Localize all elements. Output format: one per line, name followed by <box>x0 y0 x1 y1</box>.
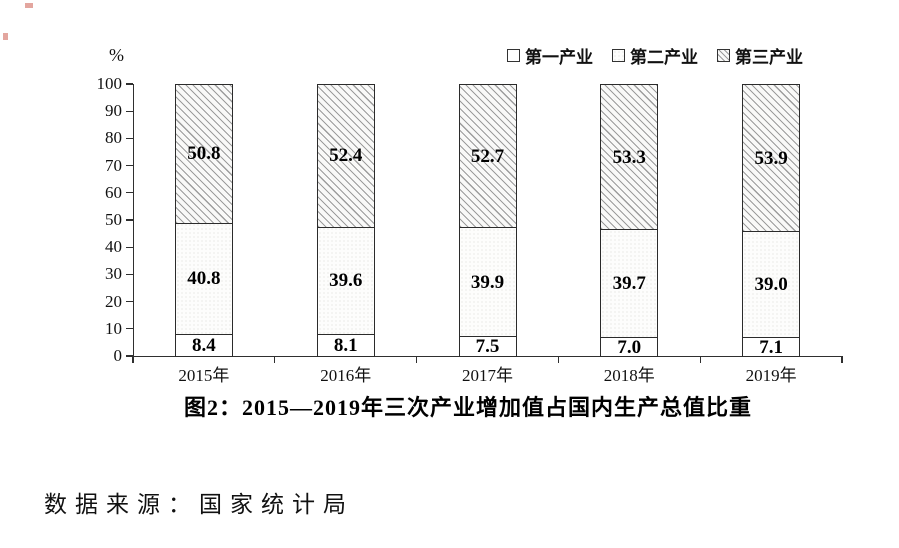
bar-segment-第二产业: 39.0 <box>742 230 801 339</box>
bar-segment-第三产业: 50.8 <box>174 84 233 224</box>
bar-value-label: 7.0 <box>617 336 642 358</box>
legend-swatch-dotted-icon <box>612 49 625 62</box>
legend-swatch-hatched-icon <box>717 49 730 62</box>
bar-value-label: 40.8 <box>187 267 221 289</box>
y-axis-tick <box>126 301 133 303</box>
y-axis-tick <box>126 355 133 357</box>
bar-segment-第三产业: 52.7 <box>458 83 517 229</box>
bar-segment-第一产业: 7.1 <box>742 336 801 358</box>
legend-item-primary-industry: 第一产业 <box>507 43 593 68</box>
data-source-note: 数据来源：国家统计局 <box>44 492 354 517</box>
bar-segment-第二产业: 39.9 <box>458 227 517 337</box>
bar-value-label: 39.9 <box>470 271 505 293</box>
y-axis-tick-label: 0 <box>113 346 123 365</box>
bar-value-label: 8.1 <box>333 335 358 357</box>
y-axis-tick-label: 20 <box>105 291 122 311</box>
y-axis-tick-label: 30 <box>105 264 122 284</box>
bar-segment-第一产业: 7.0 <box>600 336 659 358</box>
y-axis-tick <box>126 192 133 194</box>
bar-segment-第二产业: 39.6 <box>316 226 375 336</box>
y-axis-tick-label: 40 <box>105 237 122 257</box>
bar-value-label: 50.8 <box>187 143 221 165</box>
y-axis-tick <box>126 273 133 276</box>
legend-swatch-white-icon <box>507 49 520 62</box>
legend-label: 第一产业 <box>525 48 593 67</box>
bar-segment-第二产业: 40.8 <box>174 222 233 335</box>
x-axis-label: 2015年 <box>178 366 230 385</box>
y-axis-tick <box>126 83 133 85</box>
x-axis-tick <box>132 356 134 363</box>
bar-segment-第一产业: 7.5 <box>458 335 517 358</box>
bar-value-label: 7.5 <box>475 335 500 357</box>
bar-value-label: 53.9 <box>754 147 788 169</box>
bar-value-label: 52.4 <box>329 145 363 167</box>
chart-caption: 图2：2015—2019年三次产业增加值占国内生产总值比重 <box>183 395 752 420</box>
bar-value-label: 52.7 <box>470 145 505 167</box>
y-axis-tick <box>126 246 133 248</box>
y-axis-tick <box>126 110 133 112</box>
bar-value-label: 39.7 <box>612 273 646 295</box>
bar-value-label: 53.3 <box>612 146 646 168</box>
x-axis-label: 2019年 <box>745 366 797 385</box>
legend-label: 第二产业 <box>630 48 698 67</box>
bar-segment-第三产业: 53.3 <box>600 84 659 231</box>
x-axis-tick <box>699 356 701 363</box>
y-axis-tick-label: 50 <box>105 210 122 229</box>
bar-segment-第二产业: 39.7 <box>600 228 659 339</box>
y-axis-unit-label: % <box>109 45 124 65</box>
bar-value-label: 39.0 <box>754 273 788 295</box>
bar-value-label: 8.4 <box>192 334 216 356</box>
y-axis-tick <box>126 137 133 140</box>
red-artifact-mark <box>3 33 8 40</box>
y-axis-tick <box>126 219 133 221</box>
y-axis-tick-label: 100 <box>96 74 123 93</box>
bar-segment-第三产业: 52.4 <box>316 83 375 228</box>
red-artifact-mark <box>25 3 33 8</box>
x-axis-tick <box>557 356 560 363</box>
legend-item-secondary-industry: 第二产业 <box>612 43 698 68</box>
y-axis-tick <box>126 328 133 330</box>
y-axis-tick-label: 70 <box>105 155 122 175</box>
y-axis-tick-label: 60 <box>105 182 122 202</box>
bar-segment-第三产业: 53.9 <box>742 84 801 232</box>
y-axis-tick-label: 80 <box>105 128 122 148</box>
x-axis-tick <box>841 356 843 363</box>
x-axis-tick <box>416 356 418 363</box>
x-axis-label: 2018年 <box>603 366 655 385</box>
legend-label: 第三产业 <box>735 48 803 67</box>
y-axis-line <box>133 84 135 357</box>
y-axis-tick-label: 90 <box>105 101 122 121</box>
x-axis-label: 2016年 <box>320 366 372 385</box>
y-axis-tick-label: 10 <box>105 318 122 338</box>
bar-segment-第一产业: 8.4 <box>174 333 233 358</box>
bar-value-label: 7.1 <box>759 336 783 358</box>
legend-item-tertiary-industry: 第三产业 <box>717 43 803 68</box>
bar-segment-第一产业: 8.1 <box>316 333 375 358</box>
bar-value-label: 39.6 <box>329 270 363 292</box>
y-axis-tick <box>126 165 133 167</box>
x-axis-tick <box>274 356 276 363</box>
x-axis-label: 2017年 <box>462 366 513 385</box>
